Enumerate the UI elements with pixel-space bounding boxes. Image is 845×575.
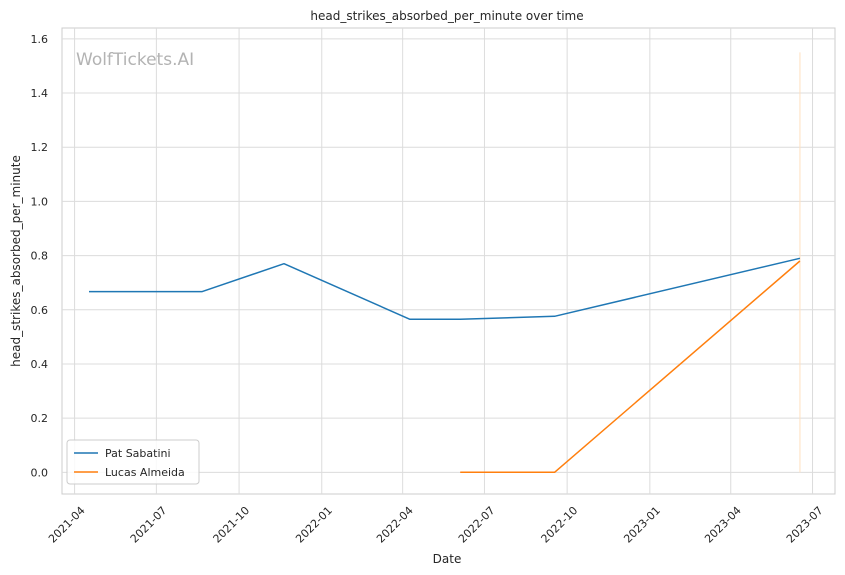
legend: Pat Sabatini Lucas Almeida <box>66 439 200 485</box>
y-tick-label: 0.6 <box>31 304 49 317</box>
x-tick-label: 2022-10 <box>539 504 581 546</box>
legend-label-pat-sabatini: Pat Sabatini <box>105 447 171 460</box>
y-tick-label: 1.2 <box>31 141 49 154</box>
x-tick-label: 2023-07 <box>784 504 826 546</box>
y-tick-labels: 0.0 0.2 0.4 0.6 0.8 1.0 1.2 1.4 1.6 <box>31 33 49 479</box>
y-tick-label: 0.0 <box>31 466 49 479</box>
legend-box <box>66 439 200 485</box>
y-tick-label: 0.8 <box>31 250 49 263</box>
series-line-lucas-almeida <box>460 260 801 474</box>
x-tick-label: 2023-04 <box>702 504 744 546</box>
legend-label-lucas-almeida: Lucas Almeida <box>105 466 185 479</box>
x-tick-label: 2022-07 <box>456 504 498 546</box>
x-gridlines <box>74 28 814 494</box>
y-tick-label: 1.6 <box>31 33 49 46</box>
y-axis-title: head_strikes_absorbed_per_minute <box>9 155 23 367</box>
y-tick-label: 1.4 <box>31 87 49 100</box>
plot-area <box>61 27 836 495</box>
y-tick-label: 0.2 <box>31 412 49 425</box>
y-tick-label: 0.4 <box>31 358 49 371</box>
series-lines <box>89 257 801 474</box>
y-tick-label: 1.0 <box>31 195 49 208</box>
chart-title: head_strikes_absorbed_per_minute over ti… <box>310 9 583 23</box>
watermark: WolfTickets.AI <box>76 50 194 70</box>
x-tick-label: 2021-07 <box>128 504 170 546</box>
x-tick-label: 2021-10 <box>210 504 252 546</box>
x-tick-label: 2021-04 <box>46 504 88 546</box>
x-axis-title: Date <box>433 552 462 566</box>
x-tick-label: 2022-01 <box>293 504 335 546</box>
x-tick-labels: 2021-04 2021-07 2021-10 2022-01 2022-04 2022-… <box>46 504 826 546</box>
x-tick-label: 2022-04 <box>374 504 416 546</box>
series-line-pat-sabatini <box>89 257 801 321</box>
x-tick-label: 2023-01 <box>621 504 663 546</box>
